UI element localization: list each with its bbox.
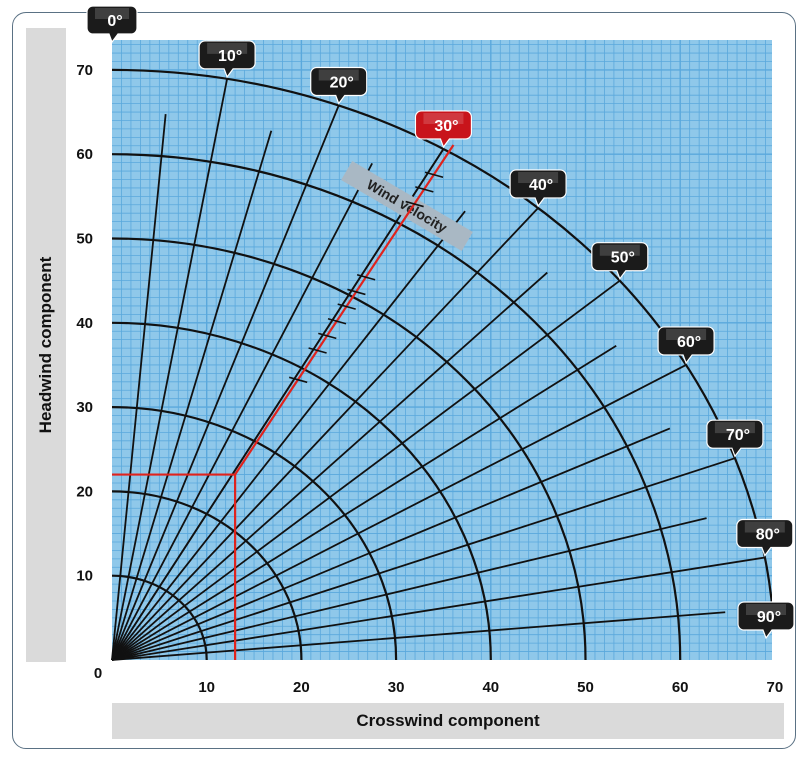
angle-badge-gloss (746, 604, 786, 615)
x-tick-label: 40 (482, 679, 499, 696)
angle-label-badge: 80° (736, 518, 794, 557)
x-tick-label: 10 (198, 679, 215, 696)
angle-ray (111, 279, 621, 661)
angle-label: 80° (756, 527, 780, 544)
angle-badge-gloss (318, 69, 359, 81)
angle-ray (111, 210, 466, 661)
angle-label: 90° (757, 609, 781, 626)
angle-badge-shape (657, 326, 715, 365)
velocity-hash-mark (308, 347, 327, 354)
angle-badge-shape (706, 419, 764, 458)
angle-label-badge: 0° (86, 5, 138, 44)
velocity-hash-mark (318, 332, 337, 340)
x-tick-label: 60 (672, 679, 689, 696)
wind-velocity-band (341, 160, 473, 252)
x-tick-label: 30 (388, 679, 405, 696)
angle-label: 60° (677, 334, 701, 351)
angle-badge-shape (737, 601, 795, 640)
angle-label: 10° (218, 48, 242, 65)
x-tick-label: 20 (293, 679, 310, 696)
y-tick-label: 50 (76, 231, 93, 248)
angle-label: 70° (726, 427, 750, 444)
angle-label: 50° (611, 250, 635, 267)
y-tick-label: 20 (76, 483, 93, 500)
angle-label: 0° (107, 13, 122, 30)
angle-ray (111, 162, 373, 661)
angle-label-badge: 10° (198, 40, 256, 79)
angle-badge-gloss (599, 244, 640, 256)
angle-badge-gloss (666, 328, 707, 340)
x-tick-label: 70 (767, 679, 784, 696)
y-tick-label: 30 (76, 399, 93, 416)
angle-badge-gloss (95, 8, 129, 19)
x-tick-label: 0 (94, 665, 102, 682)
velocity-hash-mark (415, 186, 434, 193)
angle-label-badge: 20° (310, 66, 368, 105)
angle-ray-highlight-base (111, 148, 445, 661)
angle-ray (111, 344, 617, 661)
angle-badge-shape (591, 242, 649, 280)
angle-badge-shape (509, 169, 567, 208)
angle-badge-gloss (518, 171, 559, 183)
angle-ray (111, 611, 726, 661)
angle-ray (111, 114, 167, 661)
angle-ray (111, 105, 340, 661)
y-axis-label-band (26, 28, 66, 662)
angle-badge-shape (736, 518, 794, 557)
angle-label: 20° (330, 74, 354, 91)
angle-badge-gloss (744, 521, 785, 533)
angle-ray (111, 78, 228, 661)
angle-badge-gloss (714, 422, 755, 434)
angle-badge-gloss (207, 42, 248, 54)
angle-badge-shape (86, 5, 138, 44)
angle-label-badge: 30° (414, 110, 473, 149)
velocity-hash-mark (356, 274, 376, 281)
angle-ray (111, 427, 671, 661)
velocity-hash-mark (424, 171, 444, 179)
velocity-hash-mark (288, 376, 308, 384)
x-axis-label-band (112, 703, 784, 739)
angle-ray (111, 271, 548, 661)
angle-ray (111, 556, 765, 661)
angle-badge-shape (310, 66, 368, 105)
angle-badge-shape (198, 40, 256, 79)
angle-ray (111, 457, 736, 661)
velocity-hash-mark (337, 303, 356, 310)
angle-label-badge: 60° (657, 326, 715, 365)
y-tick-label: 40 (76, 315, 93, 332)
angle-ray (111, 517, 707, 661)
y-tick-label: 70 (76, 62, 93, 79)
angle-ray (111, 364, 687, 661)
angle-label-badge: 90° (737, 601, 795, 640)
angle-label-badge: 70° (706, 419, 764, 458)
x-axis-label: Crosswind component (356, 711, 540, 730)
y-tick-label: 10 (76, 568, 93, 585)
velocity-hash-mark (347, 288, 366, 296)
y-tick-label: 60 (76, 146, 93, 163)
x-tick-label: 50 (577, 679, 594, 696)
angle-badge-gloss (423, 112, 464, 124)
angle-ray (111, 130, 273, 661)
angle-label: 30° (434, 118, 458, 135)
angle-label-badge: 40° (509, 169, 567, 208)
velocity-hash-mark (405, 200, 424, 208)
velocity-hash-mark (327, 317, 347, 325)
angle-label-badge: 50° (591, 242, 649, 280)
angle-badge-shape (414, 110, 473, 149)
wind-velocity-line (234, 144, 455, 476)
angle-label: 40° (529, 177, 553, 194)
angle-ray (111, 207, 539, 661)
